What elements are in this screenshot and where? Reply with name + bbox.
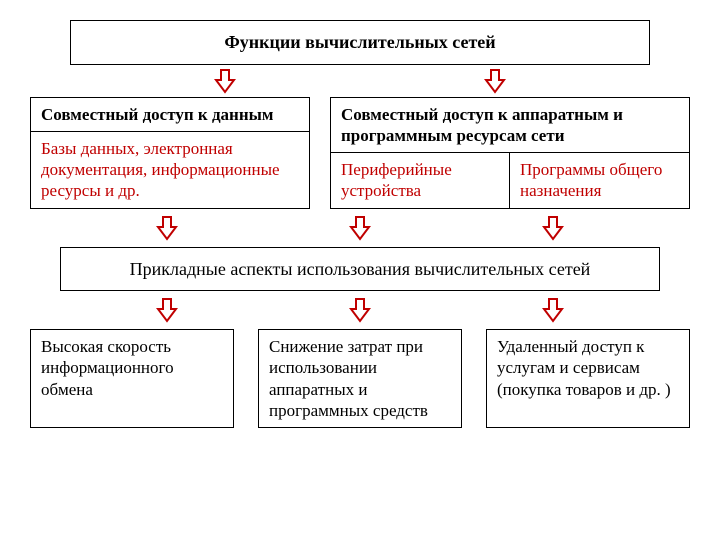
col-shared-hw-sw: Совместный доступ к аппаратным и програм… (330, 97, 690, 209)
arrow-down-icon (542, 215, 564, 241)
shared-hw-sw-body: Периферийные устройства Программы общего… (330, 153, 690, 209)
aspect-remote: Удаленный доступ к услугам и сервисам (п… (486, 329, 690, 428)
arrow-down-icon (349, 297, 371, 323)
col-shared-data: Совместный доступ к данным Базы данных, … (30, 97, 310, 209)
applied-aspects-box: Прикладные аспекты использования вычисли… (60, 247, 660, 292)
arrow-down-icon (156, 215, 178, 241)
shared-hw-sw-head-text: Совместный доступ к аппаратным и програм… (341, 105, 623, 145)
general-programs-text: Программы общего назначения (520, 160, 662, 200)
shared-data-head-text: Совместный доступ к данным (41, 105, 274, 124)
shared-data-body-text: Базы данных, электронная документация, и… (41, 139, 280, 201)
peripheral-devices-text: Периферийные устройства (341, 160, 452, 200)
functions-row: Совместный доступ к данным Базы данных, … (30, 97, 690, 209)
title-box: Функции вычислительных сетей (70, 20, 650, 65)
arrow-down-icon (349, 215, 371, 241)
shared-hw-sw-head: Совместный доступ к аппаратным и програм… (330, 97, 690, 154)
arrow-row-3 (70, 297, 650, 323)
arrow-down-icon (156, 297, 178, 323)
aspect-speed-text: Высокая скорость информационного обмена (41, 337, 174, 399)
shared-data-head: Совместный доступ к данным (30, 97, 310, 132)
shared-data-body: Базы данных, электронная документация, и… (30, 132, 310, 209)
aspect-cost: Снижение затрат при использовании аппара… (258, 329, 462, 428)
arrow-down-icon (214, 68, 236, 94)
aspect-cost-text: Снижение затрат при использовании аппара… (269, 337, 428, 420)
aspects-row: Высокая скорость информационного обмена … (30, 329, 690, 428)
aspect-remote-text: Удаленный доступ к услугам и сервисам (п… (497, 337, 671, 399)
arrow-down-icon (484, 68, 506, 94)
arrow-row-2 (70, 215, 650, 241)
arrow-row-1 (90, 68, 630, 94)
general-programs: Программы общего назначения (510, 153, 689, 208)
arrow-down-icon (542, 297, 564, 323)
peripheral-devices: Периферийные устройства (331, 153, 510, 208)
aspect-speed: Высокая скорость информационного обмена (30, 329, 234, 428)
